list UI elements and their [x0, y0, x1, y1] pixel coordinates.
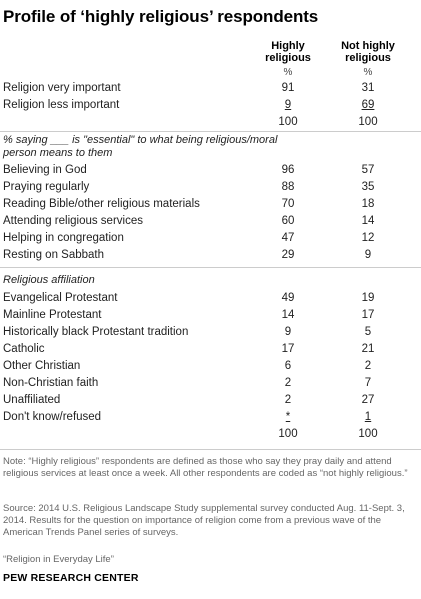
- highly-religious-value: 2: [284, 394, 292, 406]
- not-highly-religious-value: 5: [364, 326, 372, 338]
- highly-religious-value: 96: [281, 164, 295, 176]
- essential-heading: % saying ___ is "essential" to what bein…: [3, 134, 278, 159]
- row-label: Reading Bible/other religious materials: [3, 198, 200, 210]
- highly-religious-total: 100: [278, 428, 298, 440]
- not-highly-religious-value: 12: [361, 232, 375, 244]
- table-row: Mainline Protestant 14 17: [0, 307, 421, 324]
- total-row: 100 100: [0, 114, 421, 131]
- not-highly-religious-value: 69: [361, 99, 375, 111]
- table-row: Non-Christian faith 2 7: [0, 375, 421, 392]
- row-label: Religion less important: [3, 99, 120, 111]
- table-row: Helping in congregation 47 12: [0, 230, 421, 247]
- not-highly-religious-value: 35: [361, 181, 375, 193]
- not-highly-religious-value: 17: [361, 309, 375, 321]
- not-highly-religious-value: 19: [361, 292, 375, 304]
- table-row: Resting on Sabbath 29 9: [0, 247, 421, 264]
- column-header-highly-religious: Highly religious %: [243, 40, 333, 79]
- note-text: Note: “Highly religious” respondents are…: [3, 456, 408, 479]
- row-label: Evangelical Protestant: [3, 292, 118, 304]
- row-label: Other Christian: [3, 360, 81, 372]
- not-highly-religious-value: 2: [364, 360, 372, 372]
- column-header-line2: religious: [265, 52, 311, 64]
- column-header-line1: Not highly: [341, 40, 395, 52]
- column-unit: %: [363, 67, 373, 78]
- highly-religious-value: 2: [284, 377, 292, 389]
- table-row: Attending religious services 60 14: [0, 213, 421, 230]
- highly-religious-total: 100: [278, 116, 298, 128]
- not-highly-religious-value: 57: [361, 164, 375, 176]
- highly-religious-value: 17: [281, 343, 295, 355]
- not-highly-religious-value: 31: [361, 82, 375, 94]
- table-row: Don't know/refused * 1: [0, 409, 421, 426]
- row-label: Attending religious services: [3, 215, 143, 227]
- table-row: Religion less important 9 69: [0, 97, 421, 114]
- total-row: 100 100: [0, 426, 421, 443]
- table-row: Praying regularly 88 35: [0, 179, 421, 196]
- not-highly-religious-total: 100: [358, 428, 378, 440]
- not-highly-religious-total: 100: [358, 116, 378, 128]
- table-row: Historically black Protestant tradition …: [0, 324, 421, 341]
- table-row: Other Christian 6 2: [0, 358, 421, 375]
- highly-religious-value: 49: [281, 292, 295, 304]
- highly-religious-value: 47: [281, 232, 295, 244]
- column-header-line2: religious: [345, 52, 391, 64]
- row-label: Non-Christian faith: [3, 377, 99, 389]
- column-header-not-highly-religious: Not highly religious %: [323, 40, 413, 79]
- highly-religious-value: 6: [284, 360, 292, 372]
- highly-religious-value: *: [285, 411, 291, 423]
- affiliation-heading: Religious affiliation: [3, 274, 95, 286]
- divider: [0, 131, 421, 132]
- table-row: Reading Bible/other religious materials …: [0, 196, 421, 213]
- table-row: Religion very important 91 31: [0, 80, 421, 97]
- row-label: Believing in God: [3, 164, 87, 176]
- row-label: Catholic: [3, 343, 45, 355]
- table-row: Unaffiliated 2 27: [0, 392, 421, 409]
- not-highly-religious-value: 18: [361, 198, 375, 210]
- row-label: Praying regularly: [3, 181, 90, 193]
- highly-religious-value: 70: [281, 198, 295, 210]
- table-row: Believing in God 96 57: [0, 162, 421, 179]
- highly-religious-value: 60: [281, 215, 295, 227]
- column-header-line1: Highly: [271, 40, 305, 52]
- page-title: Profile of ‘highly religious’ respondent…: [3, 7, 319, 26]
- not-highly-religious-value: 1: [364, 411, 372, 423]
- brand-logo-text: PEW RESEARCH CENTER: [3, 572, 139, 584]
- row-label: Unaffiliated: [3, 394, 61, 406]
- row-label: Resting on Sabbath: [3, 249, 105, 261]
- not-highly-religious-value: 7: [364, 377, 372, 389]
- row-label: Religion very important: [3, 82, 121, 94]
- highly-religious-value: 91: [281, 82, 295, 94]
- not-highly-religious-value: 9: [364, 249, 372, 261]
- table-row: Catholic 17 21: [0, 341, 421, 358]
- row-label: Historically black Protestant tradition: [3, 326, 189, 338]
- column-unit: %: [283, 67, 293, 78]
- divider: [0, 267, 421, 268]
- report-title: “Religion in Everyday Life”: [3, 554, 114, 565]
- highly-religious-value: 88: [281, 181, 295, 193]
- highly-religious-value: 14: [281, 309, 295, 321]
- not-highly-religious-value: 14: [361, 215, 375, 227]
- row-label: Helping in congregation: [3, 232, 124, 244]
- not-highly-religious-value: 21: [361, 343, 375, 355]
- table-row: Evangelical Protestant 49 19: [0, 290, 421, 307]
- row-label: Mainline Protestant: [3, 309, 102, 321]
- row-label: Don't know/refused: [3, 411, 102, 423]
- highly-religious-value: 9: [284, 326, 292, 338]
- not-highly-religious-value: 27: [361, 394, 375, 406]
- highly-religious-value: 29: [281, 249, 295, 261]
- divider: [0, 449, 421, 450]
- highly-religious-value: 9: [284, 99, 292, 111]
- source-text: Source: 2014 U.S. Religious Landscape St…: [3, 503, 405, 538]
